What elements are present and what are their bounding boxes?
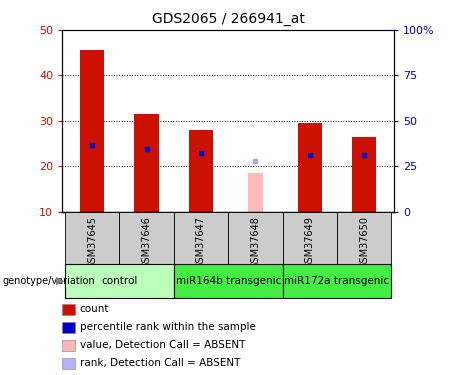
Text: miR172a transgenic: miR172a transgenic bbox=[284, 276, 390, 286]
Bar bbox=[337, 212, 391, 264]
Bar bbox=[174, 264, 283, 298]
Bar bbox=[65, 212, 119, 264]
Title: GDS2065 / 266941_at: GDS2065 / 266941_at bbox=[152, 12, 305, 26]
Text: value, Detection Call = ABSENT: value, Detection Call = ABSENT bbox=[80, 340, 245, 350]
Text: count: count bbox=[80, 304, 109, 314]
Bar bbox=[283, 212, 337, 264]
Text: GSM37648: GSM37648 bbox=[250, 216, 260, 269]
Text: rank, Detection Call = ABSENT: rank, Detection Call = ABSENT bbox=[80, 358, 240, 368]
Bar bbox=[283, 264, 391, 298]
Text: GSM37646: GSM37646 bbox=[142, 216, 152, 269]
Text: GSM37650: GSM37650 bbox=[359, 216, 369, 269]
Text: miR164b transgenic: miR164b transgenic bbox=[176, 276, 281, 286]
Bar bbox=[297, 123, 322, 212]
Text: control: control bbox=[101, 276, 137, 286]
Bar bbox=[248, 173, 263, 212]
Text: ▶: ▶ bbox=[56, 276, 65, 285]
Bar bbox=[174, 212, 228, 264]
Bar bbox=[352, 137, 377, 212]
Bar bbox=[189, 130, 213, 212]
Bar bbox=[119, 212, 174, 264]
Text: GSM37645: GSM37645 bbox=[87, 216, 97, 269]
Text: genotype/variation: genotype/variation bbox=[2, 276, 95, 285]
Bar bbox=[65, 264, 174, 298]
Bar bbox=[228, 212, 283, 264]
Text: GSM37649: GSM37649 bbox=[305, 216, 315, 269]
Text: percentile rank within the sample: percentile rank within the sample bbox=[80, 322, 256, 332]
Bar bbox=[134, 114, 159, 212]
Bar bbox=[80, 51, 104, 212]
Text: GSM37647: GSM37647 bbox=[196, 216, 206, 269]
